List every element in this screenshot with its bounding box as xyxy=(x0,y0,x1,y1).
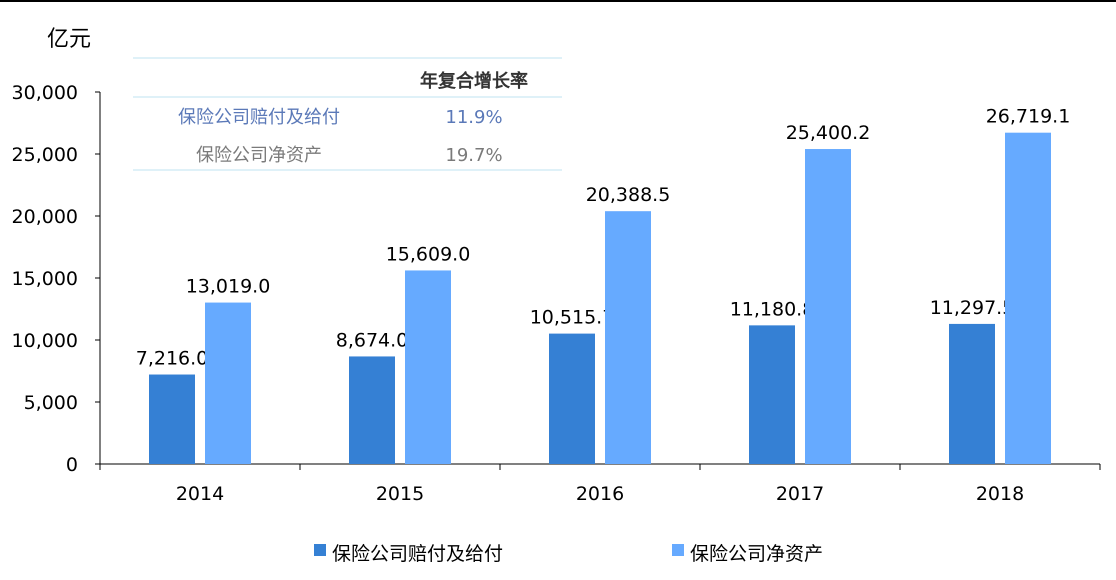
x-tick-label: 2015 xyxy=(376,483,424,505)
table-row-label: 保险公司赔付及给付 xyxy=(178,107,340,128)
y-tick-label: 0 xyxy=(66,454,78,476)
data-label: 25,400.2 xyxy=(786,122,871,144)
data-label: 11,297.5 xyxy=(930,297,1015,319)
bar-claims xyxy=(349,356,395,464)
bar-claims xyxy=(749,325,795,464)
top-border xyxy=(0,0,1116,2)
legend-swatch xyxy=(672,544,684,556)
y-tick-label: 25,000 xyxy=(12,144,78,166)
data-label: 11,180.8 xyxy=(730,298,815,320)
data-label: 15,609.0 xyxy=(386,243,471,265)
table-row-value: 11.9% xyxy=(445,107,502,128)
bar-net-assets xyxy=(1005,132,1051,464)
x-tick-label: 2014 xyxy=(176,483,224,505)
data-label: 10,515.7 xyxy=(530,307,615,329)
y-tick-label: 30,000 xyxy=(12,82,78,104)
table-row-label: 保险公司净资产 xyxy=(196,145,322,166)
data-label: 7,216.0 xyxy=(136,348,209,370)
table-header: 年复合增长率 xyxy=(420,70,528,92)
data-label: 8,674.0 xyxy=(336,329,409,351)
bar-net-assets xyxy=(205,302,251,464)
legend-label: 保险公司净资产 xyxy=(690,543,823,565)
bar-claims xyxy=(949,323,995,464)
table-row-value: 19.7% xyxy=(445,145,502,166)
legend-swatch xyxy=(314,544,326,556)
y-tick-label: 15,000 xyxy=(12,268,78,290)
bar-claims xyxy=(149,374,195,464)
legend-label: 保险公司赔付及给付 xyxy=(332,543,503,565)
data-label: 20,388.5 xyxy=(586,184,671,206)
y-tick-label: 10,000 xyxy=(12,330,78,352)
bar-net-assets xyxy=(805,149,851,464)
data-label: 26,719.1 xyxy=(986,106,1071,128)
x-tick-label: 2017 xyxy=(776,483,824,505)
bar-net-assets xyxy=(605,211,651,464)
x-tick-label: 2016 xyxy=(576,483,624,505)
data-label: 13,019.0 xyxy=(186,276,271,298)
x-tick-label: 2018 xyxy=(976,483,1024,505)
bar-claims xyxy=(549,333,595,464)
y-tick-label: 20,000 xyxy=(12,206,78,228)
bar-net-assets xyxy=(405,270,451,464)
y-tick-label: 5,000 xyxy=(24,392,78,414)
unit-label: 亿元 xyxy=(47,27,91,52)
